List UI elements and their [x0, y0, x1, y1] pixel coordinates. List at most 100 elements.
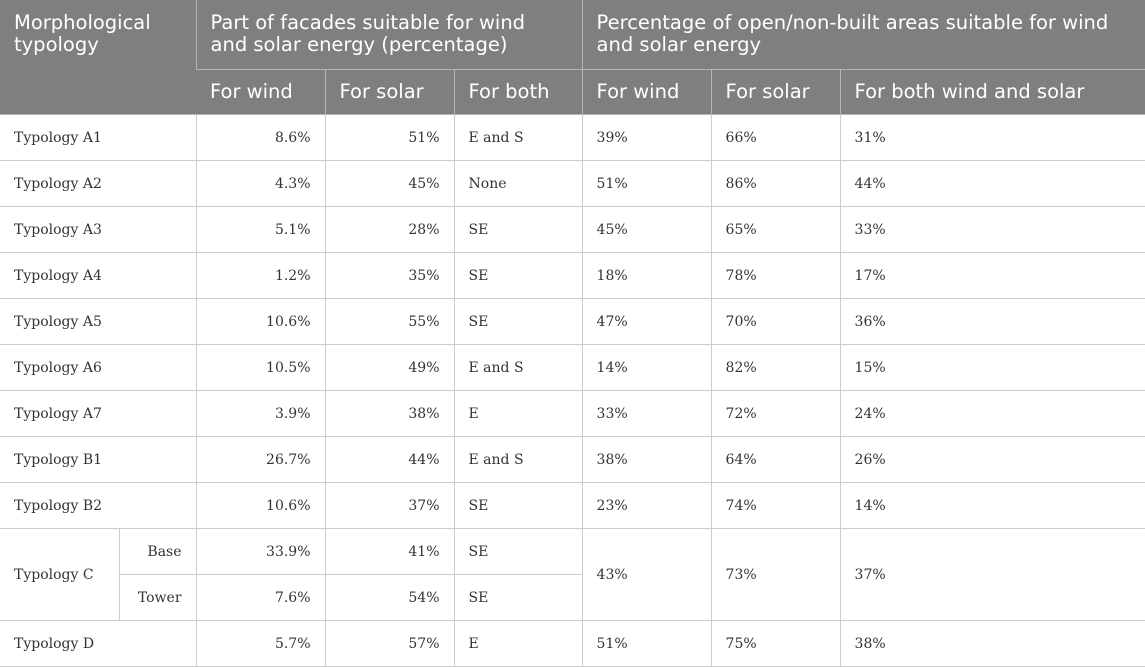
open-wind-value: 33% — [581, 390, 712, 437]
facades-solar-value: 37% — [324, 482, 455, 529]
table-row: Typology C Base 33.9% 41% SE 43% 73% 37% — [0, 528, 1145, 621]
facades-both-value: SE — [453, 298, 583, 345]
typology-name: Typology A3 — [0, 206, 197, 253]
open-wind-value: 18% — [581, 252, 712, 299]
table-row: Typology D 5.7% 57% E 51% 75% 38% — [0, 620, 1145, 667]
typology-name: Typology A4 — [0, 252, 197, 299]
open-solar-value: 74% — [710, 482, 841, 529]
facades-solar-value: 51% — [324, 114, 455, 161]
table-body: Typology A1 8.6% 51% E and S 39% 66% 31%… — [0, 114, 1145, 667]
facades-both-value: E — [453, 390, 583, 437]
header-facades-solar: For solar — [324, 69, 455, 115]
header-typology: Morphological typology — [0, 0, 197, 115]
facades-wind-value: 3.9% — [195, 390, 326, 437]
open-both-value: 17% — [839, 252, 1145, 299]
open-both-value: 31% — [839, 114, 1145, 161]
typology-name: Typology B2 — [0, 482, 197, 529]
facades-solar-value: 38% — [324, 390, 455, 437]
typology-name: Typology A5 — [0, 298, 197, 345]
typology-name: Typology A1 — [0, 114, 197, 161]
open-wind-value: 38% — [581, 436, 712, 483]
table-row: Typology A4 1.2% 35% SE 18% 78% 17% — [0, 252, 1145, 299]
facades-both-value: E and S — [453, 114, 583, 161]
sub-typology-name: Base — [118, 528, 197, 575]
open-wind-value: 45% — [581, 206, 712, 253]
open-solar-value: 73% — [710, 528, 841, 621]
table-row: Typology A2 4.3% 45% None 51% 86% 44% — [0, 160, 1145, 207]
open-wind-value: 23% — [581, 482, 712, 529]
facades-wind-value: 10.6% — [195, 482, 326, 529]
open-both-value: 36% — [839, 298, 1145, 345]
table-row: Typology B2 10.6% 37% SE 23% 74% 14% — [0, 482, 1145, 529]
open-wind-value: 47% — [581, 298, 712, 345]
open-wind-value: 51% — [581, 160, 712, 207]
typology-name: Typology C — [0, 528, 119, 621]
facades-solar-value: 35% — [324, 252, 455, 299]
open-solar-value: 65% — [710, 206, 841, 253]
typology-name: Typology B1 — [0, 436, 197, 483]
typology-name: Typology A2 — [0, 160, 197, 207]
facades-wind-value: 33.9% — [195, 528, 326, 575]
facades-solar-value: 54% — [324, 574, 455, 621]
open-wind-value: 39% — [581, 114, 712, 161]
open-solar-value: 66% — [710, 114, 841, 161]
open-both-value: 24% — [839, 390, 1145, 437]
header-facades-wind: For wind — [196, 69, 326, 115]
header-facades-group: Part of facades suitable for wind and so… — [195, 0, 583, 70]
open-solar-value: 64% — [710, 436, 841, 483]
facades-wind-value: 10.5% — [195, 344, 326, 391]
facades-both-value: SE — [453, 206, 583, 253]
table-row: Typology B1 26.7% 44% E and S 38% 64% 26… — [0, 436, 1145, 483]
table-row: Typology A1 8.6% 51% E and S 39% 66% 31% — [0, 114, 1145, 161]
table-row: Typology A7 3.9% 38% E 33% 72% 24% — [0, 390, 1145, 437]
facades-both-value: None — [453, 160, 583, 207]
facades-wind-value: 26.7% — [195, 436, 326, 483]
table-row: Tower 7.6% 54% SE — [0, 574, 1145, 621]
sub-typology-name: Tower — [118, 574, 197, 621]
open-both-value: 15% — [839, 344, 1145, 391]
header-open-wind: For wind — [581, 69, 712, 115]
open-both-value: 38% — [839, 620, 1145, 667]
open-wind-value: 43% — [581, 528, 712, 621]
header-open-areas-group: Percentage of open/non-built areas suita… — [581, 0, 1145, 70]
open-both-value: 33% — [839, 206, 1145, 253]
facades-both-value: SE — [453, 482, 583, 529]
table-row: Typology A3 5.1% 28% SE 45% 65% 33% — [0, 206, 1145, 253]
open-solar-value: 82% — [710, 344, 841, 391]
facades-solar-value: 28% — [324, 206, 455, 253]
open-solar-value: 86% — [710, 160, 841, 207]
facades-wind-value: 5.7% — [195, 620, 326, 667]
facades-both-value: E and S — [453, 344, 583, 391]
open-solar-value: 72% — [710, 390, 841, 437]
open-wind-value: 51% — [581, 620, 712, 667]
open-both-value: 26% — [839, 436, 1145, 483]
facades-wind-value: 5.1% — [195, 206, 326, 253]
open-both-value: 14% — [839, 482, 1145, 529]
facades-solar-value: 41% — [324, 528, 455, 575]
open-both-value: 44% — [839, 160, 1145, 207]
facades-both-value: E — [453, 620, 583, 667]
facades-both-value: E and S — [453, 436, 583, 483]
facades-solar-value: 44% — [324, 436, 455, 483]
table-row: Typology A6 10.5% 49% E and S 14% 82% 15… — [0, 344, 1145, 391]
table-header: Morphological typology Part of facades s… — [0, 0, 1145, 115]
header-open-both: For both wind and solar — [839, 69, 1145, 115]
facades-both-value: SE — [453, 528, 583, 575]
facades-solar-value: 45% — [324, 160, 455, 207]
typology-name: Typology A6 — [0, 344, 197, 391]
open-both-value: 37% — [839, 528, 1145, 621]
table-row: Typology A5 10.6% 55% SE 47% 70% 36% — [0, 298, 1145, 345]
facades-solar-value: 55% — [324, 298, 455, 345]
typology-name: Typology D — [0, 620, 197, 667]
facades-both-value: SE — [453, 574, 583, 621]
open-solar-value: 75% — [710, 620, 841, 667]
header-open-solar: For solar — [710, 69, 841, 115]
facades-wind-value: 4.3% — [195, 160, 326, 207]
facades-wind-value: 7.6% — [195, 574, 326, 621]
typology-name: Typology A7 — [0, 390, 197, 437]
open-wind-value: 14% — [581, 344, 712, 391]
open-solar-value: 78% — [710, 252, 841, 299]
facades-solar-value: 49% — [324, 344, 455, 391]
header-facades-both: For both — [453, 69, 583, 115]
